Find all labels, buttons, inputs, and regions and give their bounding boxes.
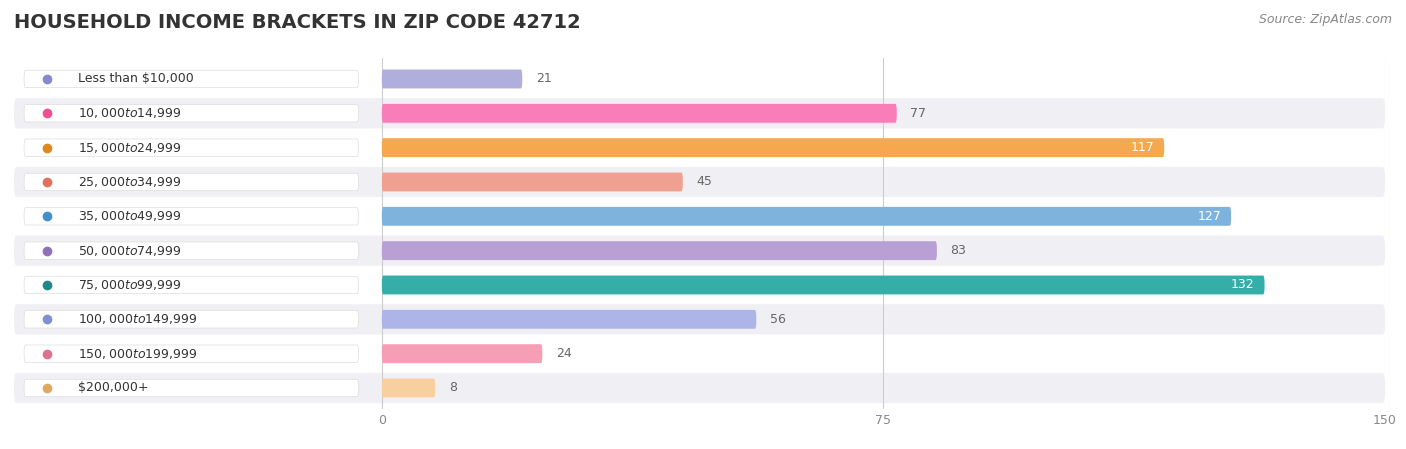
Text: $10,000 to $14,999: $10,000 to $14,999 bbox=[77, 106, 181, 120]
FancyBboxPatch shape bbox=[14, 236, 1385, 266]
FancyBboxPatch shape bbox=[14, 98, 1385, 128]
FancyBboxPatch shape bbox=[24, 345, 359, 362]
Text: 24: 24 bbox=[555, 347, 571, 360]
Text: $50,000 to $74,999: $50,000 to $74,999 bbox=[77, 244, 181, 258]
FancyBboxPatch shape bbox=[14, 64, 1385, 94]
Text: $100,000 to $149,999: $100,000 to $149,999 bbox=[77, 313, 197, 326]
FancyBboxPatch shape bbox=[14, 339, 1385, 369]
FancyBboxPatch shape bbox=[14, 270, 1385, 300]
FancyBboxPatch shape bbox=[24, 207, 359, 225]
Text: $15,000 to $24,999: $15,000 to $24,999 bbox=[77, 141, 181, 154]
FancyBboxPatch shape bbox=[24, 311, 359, 328]
FancyBboxPatch shape bbox=[24, 379, 359, 396]
FancyBboxPatch shape bbox=[382, 276, 1264, 295]
FancyBboxPatch shape bbox=[14, 132, 1385, 163]
FancyBboxPatch shape bbox=[24, 70, 359, 88]
FancyBboxPatch shape bbox=[382, 344, 543, 363]
Text: $35,000 to $49,999: $35,000 to $49,999 bbox=[77, 209, 181, 223]
Text: Less than $10,000: Less than $10,000 bbox=[77, 72, 194, 85]
Text: Source: ZipAtlas.com: Source: ZipAtlas.com bbox=[1258, 13, 1392, 26]
Text: 21: 21 bbox=[536, 72, 551, 85]
Text: $75,000 to $99,999: $75,000 to $99,999 bbox=[77, 278, 181, 292]
FancyBboxPatch shape bbox=[382, 104, 897, 123]
Text: $25,000 to $34,999: $25,000 to $34,999 bbox=[77, 175, 181, 189]
FancyBboxPatch shape bbox=[382, 241, 936, 260]
Text: 127: 127 bbox=[1198, 210, 1220, 223]
Text: 45: 45 bbox=[696, 176, 711, 189]
FancyBboxPatch shape bbox=[382, 379, 436, 397]
FancyBboxPatch shape bbox=[382, 207, 1232, 226]
Text: 132: 132 bbox=[1230, 278, 1254, 291]
Text: 117: 117 bbox=[1130, 141, 1154, 154]
FancyBboxPatch shape bbox=[14, 201, 1385, 231]
FancyBboxPatch shape bbox=[382, 70, 522, 88]
FancyBboxPatch shape bbox=[24, 105, 359, 122]
Text: $200,000+: $200,000+ bbox=[77, 382, 148, 395]
FancyBboxPatch shape bbox=[382, 310, 756, 329]
FancyBboxPatch shape bbox=[24, 139, 359, 156]
Text: 77: 77 bbox=[910, 107, 927, 120]
FancyBboxPatch shape bbox=[24, 276, 359, 294]
FancyBboxPatch shape bbox=[24, 173, 359, 191]
FancyBboxPatch shape bbox=[14, 373, 1385, 403]
Text: 8: 8 bbox=[449, 382, 457, 395]
Text: 56: 56 bbox=[769, 313, 786, 326]
FancyBboxPatch shape bbox=[382, 172, 683, 191]
FancyBboxPatch shape bbox=[14, 167, 1385, 197]
Text: HOUSEHOLD INCOME BRACKETS IN ZIP CODE 42712: HOUSEHOLD INCOME BRACKETS IN ZIP CODE 42… bbox=[14, 13, 581, 32]
FancyBboxPatch shape bbox=[382, 138, 1164, 157]
FancyBboxPatch shape bbox=[24, 242, 359, 260]
FancyBboxPatch shape bbox=[14, 304, 1385, 335]
Text: $150,000 to $199,999: $150,000 to $199,999 bbox=[77, 347, 197, 361]
Text: 83: 83 bbox=[950, 244, 966, 257]
